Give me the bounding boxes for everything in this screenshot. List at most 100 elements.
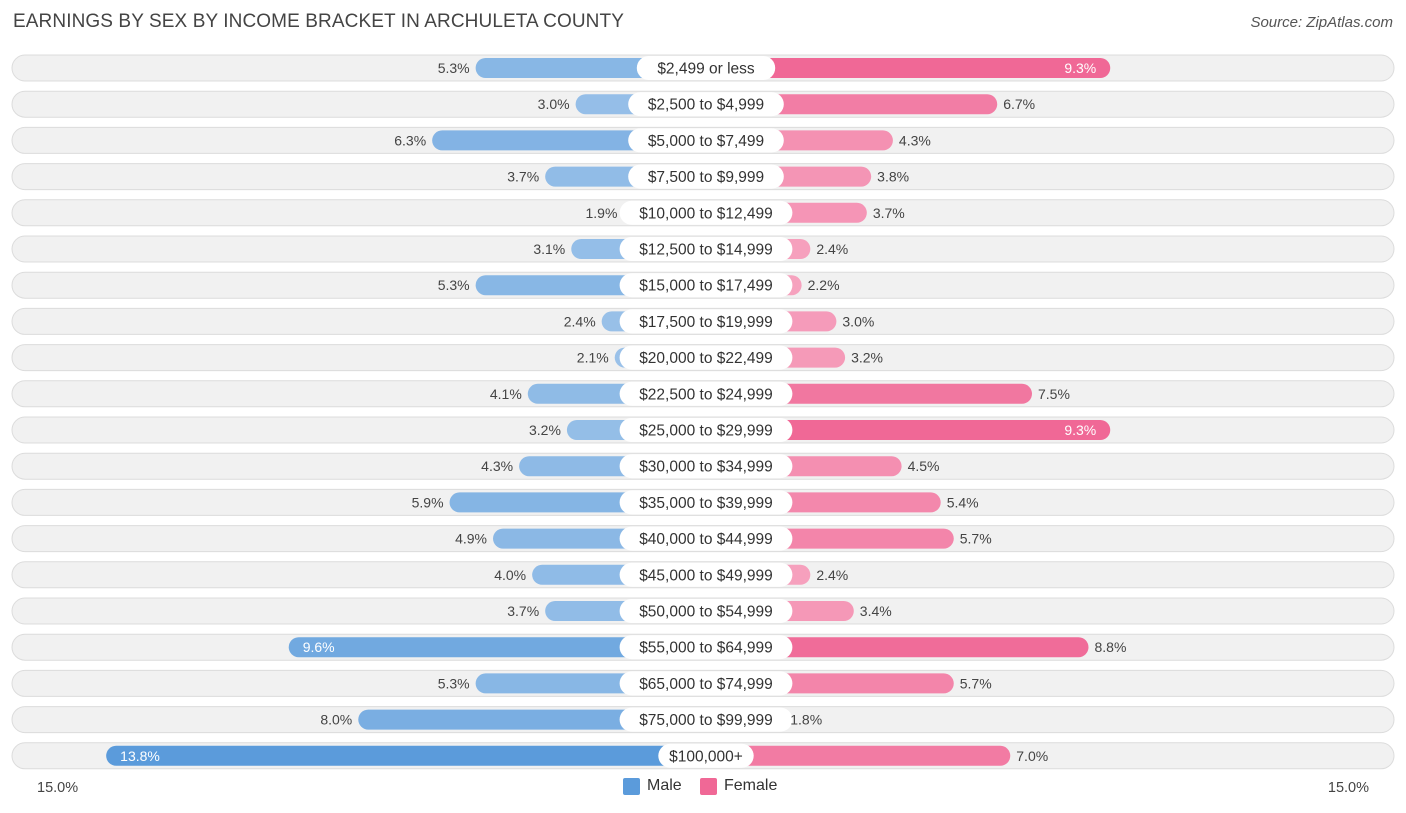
row-5: $12,500 to $14,999 3.1% 2.4% [11,235,1395,263]
value-label-male: 5.3% [438,675,470,691]
legend-swatch-male [623,777,640,795]
value-label-female: 6.7% [1003,96,1035,112]
value-label-male: 2.4% [564,313,596,329]
category-label: $100,000+ [669,748,743,765]
value-label-male: 9.6% [303,639,335,655]
bar-female [696,745,1011,766]
row-6: $15,000 to $17,499 5.3% 2.2% [11,271,1395,299]
category-label: $22,500 to $24,999 [639,386,773,403]
bar-male [288,637,716,658]
row-13: $40,000 to $44,999 4.9% 5.7% [11,525,1395,553]
category-label: $2,499 or less [657,61,755,78]
value-label-female: 3.7% [873,205,905,221]
legend-item-male: Male [623,777,682,795]
category-label: $40,000 to $44,999 [639,531,773,548]
row-1: $2,500 to $4,999 3.0% 6.7% [11,90,1395,118]
value-label-female: 5.7% [960,675,992,691]
value-label-male: 6.3% [394,132,426,148]
bar-female [696,637,1089,658]
row-14: $45,000 to $49,999 4.0% 2.4% [11,561,1395,589]
value-label-male: 4.0% [494,567,526,583]
source-label: Source: ZipAtlas.com [1250,14,1393,31]
category-label-bg [658,743,754,768]
value-label-female: 7.5% [1038,386,1070,402]
row-10: $25,000 to $29,999 3.2% 9.3% [11,416,1395,444]
value-label-female: 3.0% [842,313,874,329]
category-label: $15,000 to $17,499 [639,278,773,295]
value-label-male: 3.1% [533,241,565,257]
value-label-female: 4.3% [899,132,931,148]
value-label-female: 9.3% [1064,422,1096,438]
category-label-bg [619,273,793,298]
value-label-male: 2.1% [577,350,609,366]
category-label-bg [619,707,793,732]
category-label: $7,500 to $9,999 [648,169,764,186]
legend-item-female: Female [700,777,777,795]
row-2: $5,000 to $7,499 6.3% 4.3% [11,126,1395,154]
value-label-male: 8.0% [320,712,352,728]
category-label-bg [619,309,793,334]
category-label-bg [619,562,793,587]
row-9: $22,500 to $24,999 4.1% 7.5% [11,380,1395,408]
value-label-female: 3.4% [860,603,892,619]
legend-swatch-female [700,777,717,795]
category-label-bg [619,237,793,261]
value-label-male: 4.3% [481,458,513,474]
value-label-male: 5.9% [412,494,444,510]
legend-label-male: Male [647,777,682,794]
category-label: $20,000 to $22,499 [639,350,773,367]
category-label: $2,500 to $4,999 [648,97,764,114]
category-label: $10,000 to $12,499 [639,205,773,222]
category-label: $12,500 to $14,999 [639,242,773,259]
category-label-bg [619,635,793,660]
category-label-bg [628,92,784,117]
category-label-bg [619,490,793,515]
value-label-male: 4.9% [455,531,487,547]
value-label-female: 4.5% [908,458,940,474]
category-label-bg [628,164,784,189]
row-11: $30,000 to $34,999 4.3% 4.5% [11,452,1395,480]
category-label-bg [619,200,793,225]
category-label-bg [619,599,793,623]
category-label-bg [619,381,793,406]
value-label-male: 13.8% [120,748,160,764]
value-label-female: 7.0% [1016,748,1048,764]
category-label: $50,000 to $54,999 [639,604,773,621]
category-label: $17,500 to $19,999 [639,314,773,331]
row-7: $17,500 to $19,999 2.4% 3.0% [11,307,1395,335]
value-label-female: 5.7% [960,531,992,547]
category-label-bg [619,526,793,551]
row-19: $100,000+ 13.8% 7.0% [11,742,1395,770]
row-4: $10,000 to $12,499 1.9% 3.7% [11,199,1395,227]
category-label-bg [636,56,776,80]
value-label-female: 5.4% [947,494,979,510]
value-label-female: 2.4% [816,241,848,257]
category-label-bg [619,418,793,442]
row-16: $55,000 to $64,999 9.6% 8.8% [11,633,1395,661]
value-label-female: 3.8% [877,169,909,185]
category-label: $45,000 to $49,999 [639,567,773,584]
chart-title: EARNINGS BY SEX BY INCOME BRACKET IN ARC… [13,11,624,32]
category-label: $25,000 to $29,999 [639,423,773,440]
value-label-male: 3.7% [507,169,539,185]
row-8: $20,000 to $22,499 2.1% 3.2% [11,344,1395,372]
row-3: $7,500 to $9,999 3.7% 3.8% [11,163,1395,191]
value-label-male: 1.9% [585,205,617,221]
row-12: $35,000 to $39,999 5.9% 5.4% [11,488,1395,516]
category-label: $35,000 to $39,999 [639,495,773,512]
row-0: $2,499 or less 5.3% 9.3% [11,54,1395,82]
value-label-female: 2.2% [808,277,840,293]
category-label: $55,000 to $64,999 [639,640,773,657]
axis-right-label: 15.0% [1327,780,1369,796]
category-label: $5,000 to $7,499 [648,133,764,150]
row-18: $75,000 to $99,999 8.0% 1.8% [11,706,1395,734]
value-label-male: 5.3% [438,60,470,76]
bar-female [696,420,1111,440]
value-label-male: 3.2% [529,422,561,438]
value-label-male: 5.3% [438,277,470,293]
category-label: $65,000 to $74,999 [639,676,773,693]
category-label: $75,000 to $99,999 [639,712,773,729]
category-label-bg [619,345,793,370]
value-label-female: 1.8% [790,712,822,728]
